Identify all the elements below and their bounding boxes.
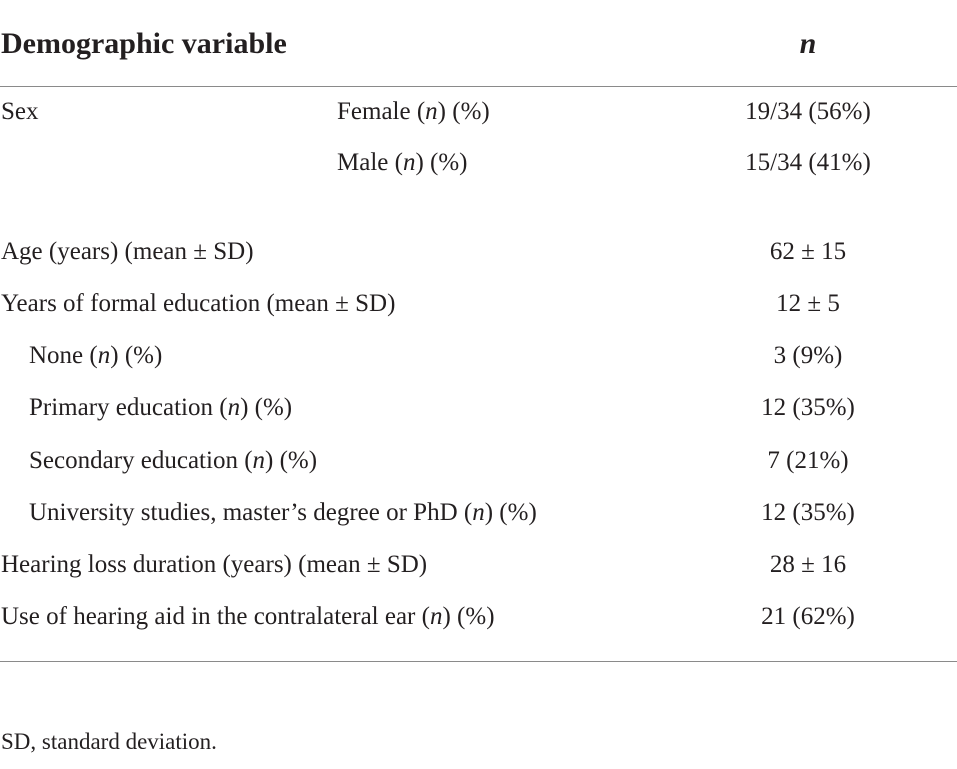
table-header: Demographic variable n — [0, 0, 957, 87]
row-label: Years of formal education (mean ± SD) — [1, 290, 396, 317]
table-row-sex-female: Sex Female (n) (%) 19/34 (56%) — [0, 92, 957, 132]
row-label: University studies, master’s degree or P… — [29, 499, 537, 526]
row-value: 28 ± 16 — [769, 551, 847, 578]
row-label: Age (years) (mean ± SD) — [1, 238, 254, 265]
row-label: Use of hearing aid in the contralateral … — [1, 603, 495, 630]
table-row-education-primary: Primary education (n) (%) 12 (35%) — [0, 388, 957, 428]
row-value: 62 ± 15 — [769, 238, 847, 265]
table-bottom-rule — [0, 661, 957, 662]
table-row-education-years: Years of formal education (mean ± SD) 12… — [0, 284, 957, 324]
table-row-education-university: University studies, master’s degree or P… — [0, 493, 957, 533]
row-value: 21 (62%) — [761, 603, 855, 630]
row-label: Secondary education (n) (%) — [29, 447, 318, 474]
row-label: Primary education (n) (%) — [29, 394, 293, 421]
row-label: Sex — [1, 98, 39, 125]
row-value: 19/34 (56%) — [745, 98, 871, 125]
table-row-sex-male: Male (n) (%) 15/34 (41%) — [0, 143, 957, 183]
row-value: 12 (35%) — [761, 499, 855, 526]
row-value: 7 (21%) — [767, 447, 849, 474]
table-row-education-secondary: Secondary education (n) (%) 7 (21%) — [0, 441, 957, 481]
table-row-age: Age (years) (mean ± SD) 62 ± 15 — [0, 232, 957, 272]
table-row-education-none: None (n) (%) 3 (9%) — [0, 336, 957, 376]
row-value: 3 (9%) — [773, 342, 843, 369]
row-value: 12 (35%) — [761, 394, 855, 421]
row-value: 12 ± 5 — [776, 290, 840, 317]
header-demographic-variable: Demographic variable — [1, 27, 287, 60]
row-sublabel: Male (n) (%) — [337, 149, 468, 176]
row-value: 15/34 (41%) — [745, 149, 871, 176]
row-label: None (n) (%) — [29, 342, 163, 369]
table-row-hearing-aid-use: Use of hearing aid in the contralateral … — [0, 597, 957, 637]
row-sublabel: Female (n) (%) — [337, 98, 490, 125]
header-n: n — [799, 27, 817, 60]
row-label: Hearing loss duration (years) (mean ± SD… — [1, 551, 428, 578]
table-row-hearing-loss-duration: Hearing loss duration (years) (mean ± SD… — [0, 545, 957, 585]
table-footnote: SD, standard deviation. — [1, 729, 217, 754]
